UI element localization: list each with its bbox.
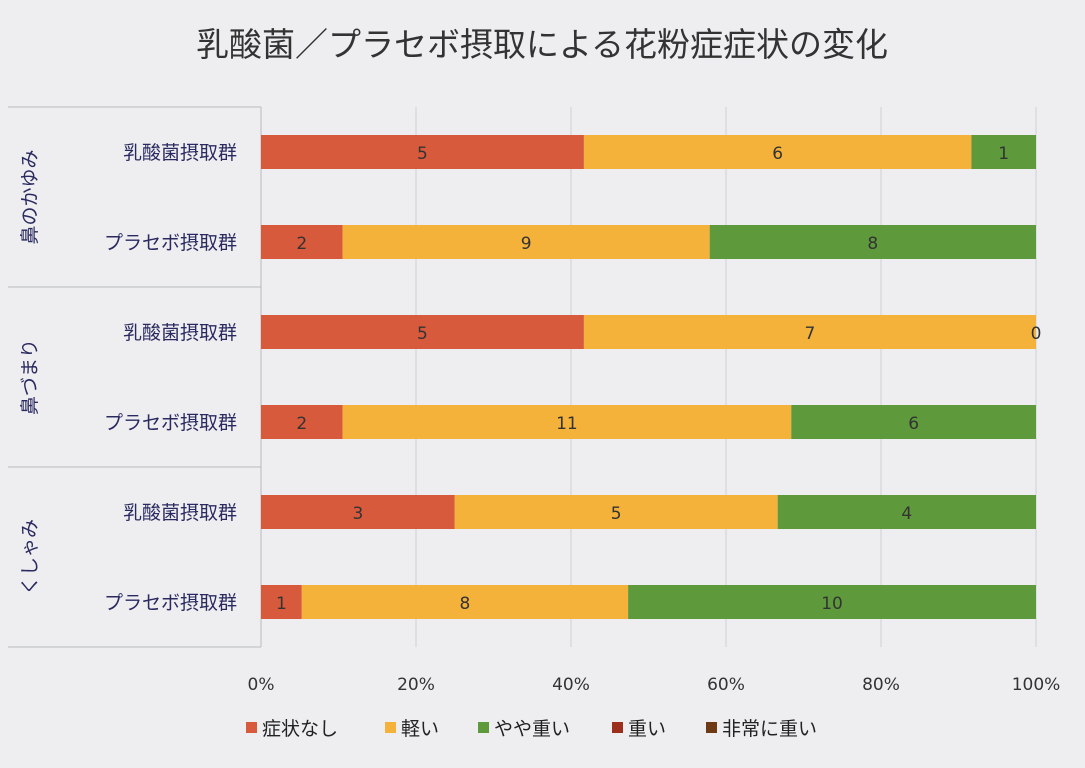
data-label: 3 [352,504,363,524]
data-label: 11 [556,414,578,434]
bar-segment [261,405,343,439]
data-label: 5 [611,504,622,524]
bar-segment [261,315,584,349]
data-label: 0 [1031,324,1042,344]
data-label: 9 [521,234,532,254]
data-label: 7 [805,324,816,344]
bar-segment [971,135,1036,169]
category-label: 乳酸菌摂取群 [123,322,237,344]
x-tick-label: 60% [707,675,745,695]
x-tick-label: 20% [397,675,435,695]
data-label: 8 [867,234,878,254]
bar-segment [342,405,792,439]
group-label: くしゃみ [19,519,41,595]
bar-segment [261,135,584,169]
legend-swatch [385,722,396,733]
legend-label: 軽い [401,718,439,740]
data-label: 5 [417,144,428,164]
data-label: 4 [901,504,912,524]
data-label: 6 [772,144,783,164]
data-label: 1 [998,144,1009,164]
category-label: 乳酸菌摂取群 [123,142,237,164]
bar-segment [454,495,778,529]
bar-segment [301,585,629,619]
legend-swatch [246,722,257,733]
data-label: 2 [296,414,307,434]
legend-label: 非常に重い [722,718,817,740]
legend-swatch [612,722,623,733]
x-tick-label: 80% [862,675,900,695]
data-label: 1 [276,594,287,614]
data-label: 6 [908,414,919,434]
legend-label: 重い [628,718,666,740]
bar-segment [777,495,1036,529]
bar-segment [342,225,710,259]
legend-label: 症状なし [262,718,338,740]
data-label: 2 [296,234,307,254]
bar-segment [709,225,1036,259]
category-label: プラセボ摂取群 [104,232,237,254]
bar-segment [261,225,343,259]
bar-segment [791,405,1036,439]
group-label: 鼻づまり [19,339,41,415]
bar-segment [628,585,1036,619]
x-tick-label: 0% [248,675,275,695]
bar-segment [583,315,1036,349]
chart-title: 乳酸菌／プラセボ摂取による花粉症症状の変化 [196,25,888,64]
data-label: 10 [821,594,843,614]
group-label: 鼻のかゆみ [19,149,41,244]
x-tick-label: 100% [1012,675,1061,695]
bar-segment [583,135,972,169]
bar-segment [261,585,302,619]
legend-swatch [706,722,717,733]
data-label: 5 [417,324,428,344]
legend-label: やや重い [494,718,570,740]
category-label: 乳酸菌摂取群 [123,502,237,524]
legend-swatch [478,722,489,733]
bar-segment [261,495,455,529]
x-tick-label: 40% [552,675,590,695]
category-label: プラセボ摂取群 [104,592,237,614]
data-label: 8 [460,594,471,614]
category-label: プラセボ摂取群 [104,412,237,434]
